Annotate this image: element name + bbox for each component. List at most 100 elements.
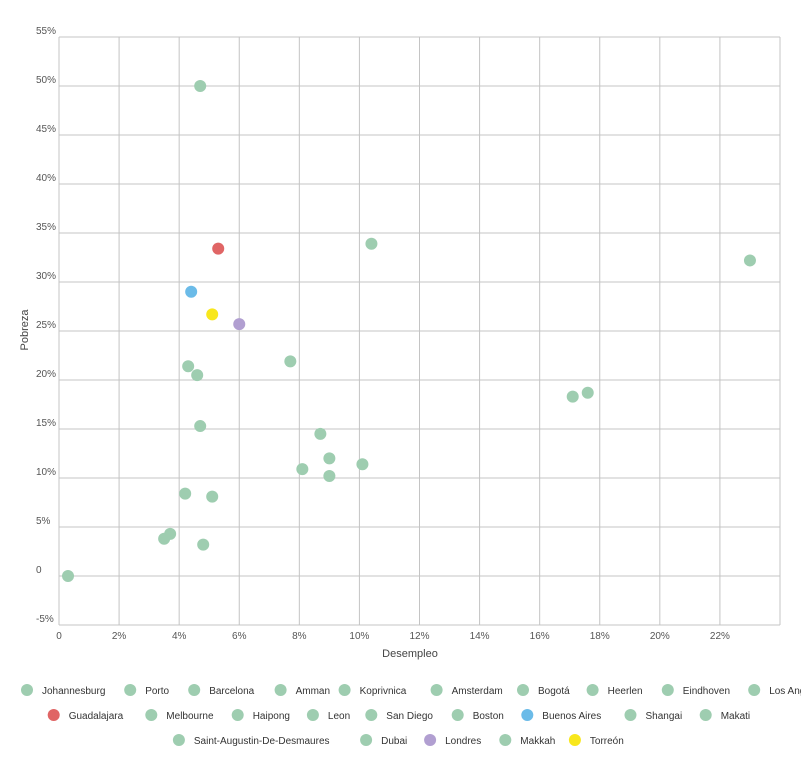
legend-item[interactable]: Los Angeles: [748, 684, 801, 697]
legend-item[interactable]: Shangai: [624, 709, 683, 722]
y-tick-label: 45%: [36, 124, 56, 135]
legend-item[interactable]: Barcelona: [188, 684, 255, 697]
legend-marker: [231, 709, 244, 721]
data-point[interactable]: [356, 458, 369, 471]
y-tick-label: 25%: [36, 320, 56, 331]
legend-label: Melbourne: [166, 711, 214, 722]
legend-label: Torreón: [590, 736, 624, 747]
legend-item[interactable]: Buenos Aires: [521, 709, 601, 722]
legend-item[interactable]: Makkah: [499, 734, 555, 747]
legend-label: Boston: [473, 711, 504, 722]
x-tick-label: 0: [56, 631, 62, 642]
legend-item[interactable]: Amsterdam: [430, 684, 503, 697]
x-tick-label: 12%: [409, 631, 429, 642]
y-tick-label: 0: [36, 565, 42, 576]
legend-item[interactable]: Koprivnica: [338, 684, 407, 697]
x-tick-label: 16%: [530, 631, 550, 642]
legend-item[interactable]: Haipong: [231, 709, 290, 722]
data-point[interactable]: [566, 390, 579, 403]
legend-item[interactable]: Torreón: [568, 734, 624, 747]
legend-label: Porto: [145, 686, 169, 697]
data-point[interactable]: [191, 369, 204, 382]
legend-label: Makati: [721, 711, 750, 722]
data-point[interactable]: [62, 570, 75, 582]
data-point[interactable]: [197, 538, 210, 551]
legend-marker: [499, 734, 512, 746]
x-tick-label: 18%: [590, 631, 610, 642]
y-tick-label: 40%: [36, 173, 56, 184]
legend-item[interactable]: Porto: [124, 684, 170, 697]
legend-marker: [424, 734, 437, 746]
y-tick-label: 50%: [36, 75, 56, 86]
data-point[interactable]: [323, 452, 336, 465]
data-point[interactable]: [323, 470, 336, 483]
legend-marker: [521, 709, 534, 721]
x-tick-label: 22%: [710, 631, 730, 642]
data-point[interactable]: [158, 532, 171, 545]
data-point[interactable]: [233, 318, 246, 331]
legend-item[interactable]: Bogotá: [517, 684, 570, 697]
legend-marker: [306, 709, 319, 721]
data-point[interactable]: [185, 285, 198, 298]
legend-marker: [172, 734, 185, 746]
legend-label: Amman: [296, 686, 330, 697]
legend-marker: [748, 684, 761, 696]
y-tick-label: 30%: [36, 271, 56, 282]
legend-item[interactable]: Londres: [424, 734, 481, 747]
legend-label: Heerlen: [608, 686, 643, 697]
x-tick-label: 4%: [172, 631, 187, 642]
tick-labels: 0 2% 4% 6% 8% 10% 12% 14% 16% 18% 20% 22% 55% 50% 45% 4…: [36, 26, 730, 642]
data-point[interactable]: [365, 237, 378, 250]
legend-item[interactable]: Boston: [451, 709, 504, 722]
y-tick-label: 55%: [36, 26, 56, 37]
legend-item[interactable]: Saint-Augustin-De-Desmaures: [172, 734, 330, 747]
legend-item[interactable]: Amman: [274, 684, 330, 697]
legend-marker: [661, 684, 674, 696]
legend-label: Saint-Augustin-De-Desmaures: [194, 736, 330, 747]
legend-item[interactable]: San Diego: [365, 709, 433, 722]
legend-label: Dubai: [381, 736, 407, 747]
legend-item[interactable]: Dubai: [360, 734, 407, 747]
legend-marker: [338, 684, 351, 696]
legend-marker: [365, 709, 378, 721]
legend-label: Haipong: [253, 711, 290, 722]
data-point[interactable]: [194, 80, 207, 92]
y-tick-label: 20%: [36, 369, 56, 380]
data-point[interactable]: [182, 360, 195, 373]
legend-item[interactable]: Guadalajara: [47, 709, 124, 722]
legend-marker: [47, 709, 60, 721]
x-tick-label: 6%: [232, 631, 247, 642]
legend-label: San Diego: [386, 711, 433, 722]
data-point[interactable]: [179, 487, 192, 500]
legend-item[interactable]: Heerlen: [586, 684, 643, 697]
data-point[interactable]: [284, 355, 297, 368]
legend-marker: [145, 709, 158, 721]
data-point[interactable]: [296, 463, 309, 476]
data-point[interactable]: [743, 254, 756, 267]
legend-marker: [568, 734, 581, 746]
data-point[interactable]: [581, 386, 594, 399]
legend-item[interactable]: Melbourne: [145, 709, 214, 722]
x-tick-label: 20%: [650, 631, 670, 642]
data-point[interactable]: [206, 490, 219, 503]
y-tick-label: 5%: [36, 516, 51, 527]
legend-marker: [274, 684, 287, 696]
legend-item[interactable]: Leon: [306, 709, 350, 722]
legend-label: Koprivnica: [360, 686, 407, 697]
legend-label: Bogotá: [538, 686, 570, 697]
legend-label: Eindhoven: [683, 686, 730, 697]
x-axis-title: Desempleo: [382, 648, 438, 660]
legend-marker: [124, 684, 137, 696]
data-point[interactable]: [206, 308, 219, 321]
y-tick-label: 35%: [36, 222, 56, 233]
legend-item[interactable]: Makati: [699, 709, 750, 722]
data-point[interactable]: [194, 420, 207, 433]
legend-marker: [451, 709, 464, 721]
legend-item[interactable]: Johannesburg: [21, 684, 105, 697]
x-tick-label: 10%: [349, 631, 369, 642]
data-point[interactable]: [212, 242, 225, 255]
legend-item[interactable]: Eindhoven: [661, 684, 730, 697]
legend-label: Leon: [328, 711, 350, 722]
data-point[interactable]: [314, 427, 327, 440]
